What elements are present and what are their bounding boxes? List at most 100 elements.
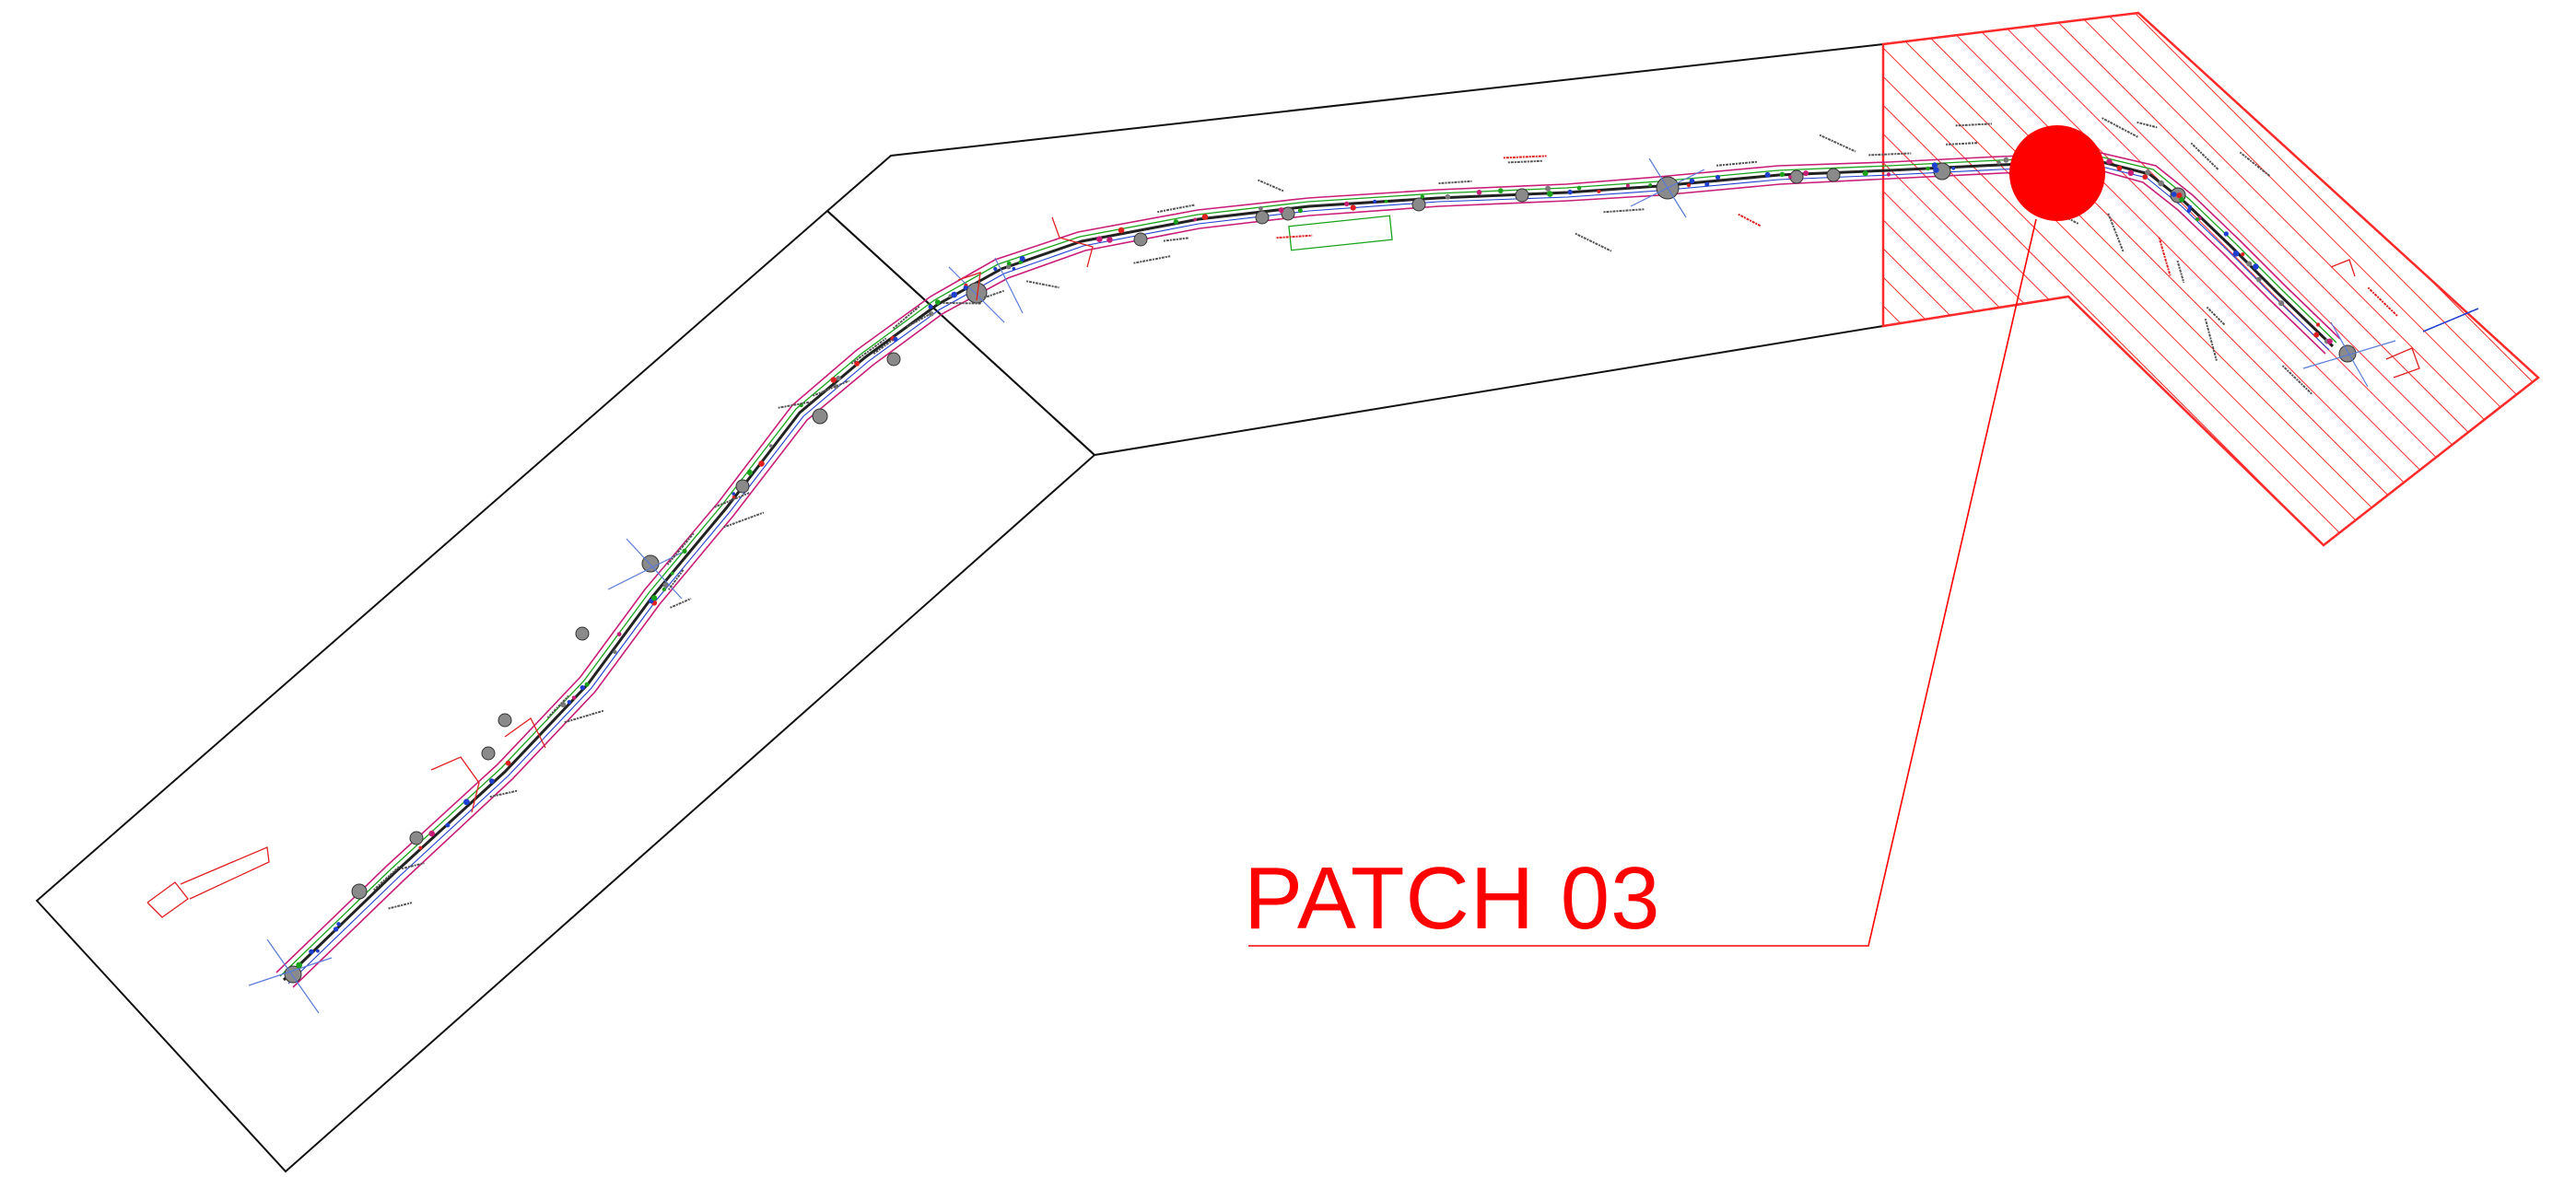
patch-03-hatched-outline [1881,11,2540,547]
service-point [1689,178,1695,184]
patch-03-label: PATCH 03 [1244,849,1661,948]
note-text-stroke [1946,142,1979,146]
note-text-stroke [1276,234,1313,239]
annotation-outline [146,881,189,918]
service-point [309,949,314,955]
patch-03-hatched-area [1882,11,2540,547]
service-point [1886,172,1891,177]
service-point [1193,217,1198,222]
service-point [505,760,511,766]
service-point [1096,236,1103,243]
annotation-outline [1051,216,1094,268]
note-text-stroke [1503,155,1547,159]
note-text-stroke [723,511,765,529]
service-point [651,595,658,601]
service-point [758,460,765,467]
service-point [428,830,436,837]
service-point [928,304,933,309]
junction-node [1515,188,1529,203]
service-point [2003,157,2009,163]
service-point [1545,185,1551,192]
service-point [316,949,320,953]
service-point [1107,237,1113,243]
service-point [2195,217,2200,222]
service-point [1476,190,1482,195]
service-point [445,822,451,828]
service-point [1926,166,1930,171]
service-point [2278,300,2285,307]
note-text-stroke [2176,260,2185,284]
service-point [1547,191,1553,197]
note-text-stroke [1438,180,1472,185]
service-point [1498,188,1504,193]
note-text-stroke [850,337,887,365]
service-point [613,649,617,655]
note-text-stroke [564,709,604,724]
service-point [584,682,590,687]
note-text-stroke [872,339,894,355]
service-point [1803,170,1809,177]
service-point [1118,227,1125,234]
service-point [1567,189,1573,195]
note-text-stroke [2367,286,2398,317]
service-point [463,798,470,806]
service-point [333,926,339,932]
note-text-stroke [778,401,812,409]
note-text-stroke [1819,134,1856,153]
service-point [336,922,341,926]
service-point [1862,170,1868,177]
junction-node [1411,197,1426,212]
note-text-stroke [1133,255,1171,264]
service-point [948,294,953,298]
service-point [929,311,934,317]
patch-03-leader-line [1248,218,2037,947]
note-text-stroke [670,598,692,609]
note-text-stroke [1738,213,1762,227]
service-point [1373,199,1377,204]
service-point [2246,261,2253,267]
service-point [2315,322,2321,327]
service-point [682,548,687,554]
service-point [1648,183,1653,187]
junction-node [886,352,901,367]
patch-extension-line [2422,308,2479,332]
annotation-outline [2330,259,2356,277]
service-point [670,571,674,576]
road-edge-lower [292,169,2326,988]
service-point [1715,174,1721,181]
service-point [951,291,957,298]
note-text-stroke [1575,232,1612,252]
service-point [2255,276,2262,283]
service-line-green [279,156,2337,977]
note-text-stroke [2102,117,2138,138]
note-text-stroke [1716,160,1758,167]
service-point [489,778,495,784]
note-text-stroke [373,866,400,891]
red-annotations [146,216,2420,918]
service-point [1951,166,1956,170]
service-point [2187,204,2192,209]
service-point [2313,332,2320,338]
service-point [1012,266,1016,271]
patch-03-highlight-circle [2009,125,2105,221]
junction-node [498,713,512,728]
note-text-stroke [1955,122,1993,127]
service-point [2232,251,2240,257]
service-point [963,286,968,290]
junction-node [1789,169,1804,184]
side-street [626,538,683,600]
service-point [1019,255,1025,262]
service-point [2145,169,2151,176]
note-text-stroke [2204,318,2218,361]
junction-node [735,479,750,494]
service-dots [296,155,2333,969]
side-street [1630,169,1705,207]
service-point [2326,338,2333,344]
service-point [1006,261,1012,266]
service-point [746,469,753,476]
service-point [2253,263,2259,270]
service-point [830,377,837,383]
service-point [1420,194,1425,199]
note-text-stroke [2206,306,2226,326]
